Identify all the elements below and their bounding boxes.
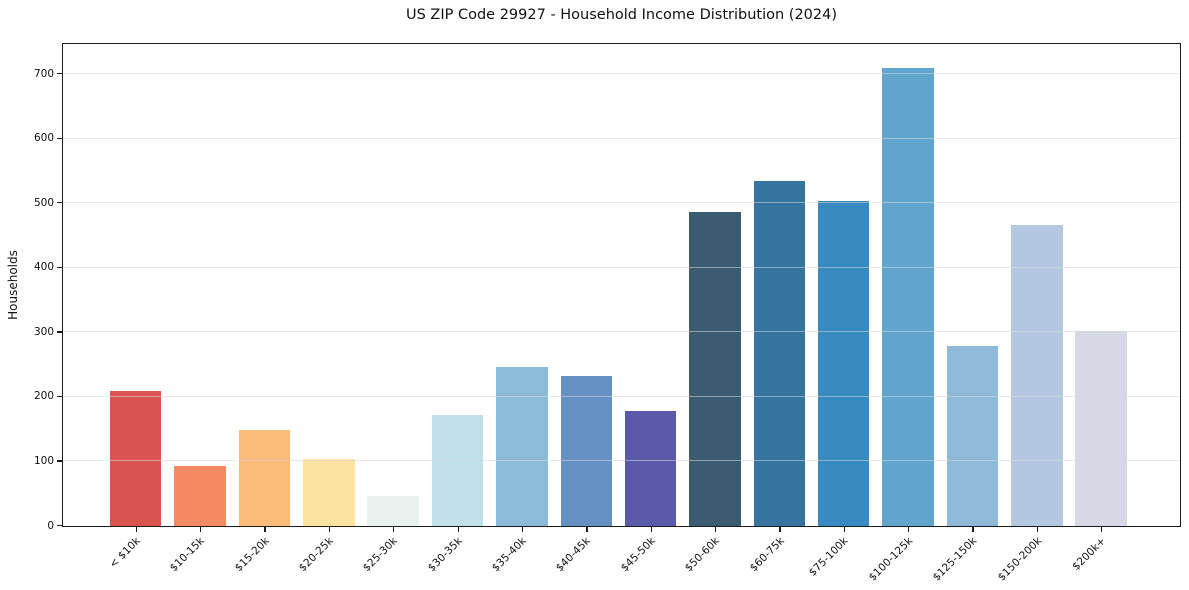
bar-$60-75k xyxy=(753,180,806,526)
xtick-label-$50-60k: $50-60k xyxy=(682,535,722,575)
xtick-mark xyxy=(1036,527,1039,532)
xtick-label-$20-25k: $20-25k xyxy=(296,535,336,575)
gridline-y-600 xyxy=(63,137,1180,139)
xtick-mark xyxy=(328,527,331,532)
ytick-mark xyxy=(57,266,62,269)
xtick-label-$25-30k: $25-30k xyxy=(361,535,401,575)
xtick-label-$10-15k: $10-15k xyxy=(167,535,208,575)
bar-< $10k xyxy=(109,391,162,526)
ytick-mark xyxy=(57,73,62,75)
ytick-label-200: 200 xyxy=(33,390,54,403)
ytick-mark xyxy=(57,395,62,398)
xtick-label-$35-40k: $35-40k xyxy=(489,535,529,575)
bar-$45-50k xyxy=(624,411,677,526)
xtick-label-$40-45k: $40-45k xyxy=(554,535,594,575)
xtick-label-$75-100k: $75-100k xyxy=(806,535,851,579)
xtick-mark xyxy=(264,527,266,532)
xtick-mark xyxy=(586,527,588,532)
xtick-label-$125-150k: $125-150k xyxy=(930,535,980,584)
plot-area xyxy=(62,43,1181,527)
xtick-label-$30-35k: $30-35k xyxy=(425,535,465,575)
ytick-label-600: 600 xyxy=(33,132,54,145)
xtick-mark xyxy=(650,527,652,532)
bar-$50-60k xyxy=(689,212,741,526)
ytick-mark xyxy=(57,460,62,462)
xtick-mark xyxy=(200,527,202,532)
xtick-mark xyxy=(457,527,459,532)
bar-$200k+ xyxy=(1075,331,1127,526)
bar-$20-25k xyxy=(303,458,355,526)
bar-$100-125k xyxy=(882,68,934,526)
bar-$125-150k xyxy=(946,345,999,526)
xtick-mark xyxy=(393,527,395,532)
ytick-mark xyxy=(57,137,62,139)
ytick-mark xyxy=(57,202,62,204)
xtick-label-< $10k: < $10k xyxy=(107,535,143,571)
bar-$75-100k xyxy=(817,200,870,526)
ytick-mark xyxy=(57,525,62,527)
bar-$15-20k xyxy=(238,430,291,526)
bar-$40-45k xyxy=(560,375,612,526)
xtick-mark xyxy=(135,527,138,532)
bar-$25-30k xyxy=(367,496,419,526)
xtick-label-$45-50k: $45-50k xyxy=(618,535,658,575)
gridline-y-700 xyxy=(63,73,1180,75)
xtick-mark xyxy=(1101,527,1103,532)
bar-$10-15k xyxy=(174,465,226,526)
bar-$30-35k xyxy=(431,414,484,526)
xtick-mark xyxy=(714,527,717,532)
xtick-mark xyxy=(779,527,781,532)
ytick-label-300: 300 xyxy=(33,325,54,338)
xtick-mark xyxy=(521,527,524,532)
bar-$35-40k xyxy=(496,367,548,526)
xtick-label-$100-125k: $100-125k xyxy=(866,535,916,584)
gridline-y-200 xyxy=(63,395,1180,397)
ytick-label-400: 400 xyxy=(33,261,54,274)
ytick-label-500: 500 xyxy=(33,196,54,209)
bar-$150-200k xyxy=(1011,225,1063,526)
gridline-y-500 xyxy=(63,202,1180,204)
xtick-mark xyxy=(843,527,845,532)
chart-title: US ZIP Code 29927 - Household Income Dis… xyxy=(405,7,838,23)
ytick-label-100: 100 xyxy=(33,454,54,467)
y-axis-label: Households xyxy=(6,250,20,320)
xtick-label-$200k+: $200k+ xyxy=(1070,535,1109,573)
xtick-mark xyxy=(972,527,974,532)
plot-inner xyxy=(63,44,1180,526)
xtick-label-$60-75k: $60-75k xyxy=(747,535,787,575)
ytick-label-700: 700 xyxy=(33,67,54,80)
xtick-label-$15-20k: $15-20k xyxy=(232,535,272,575)
gridline-y-400 xyxy=(63,266,1180,268)
gridline-y-100 xyxy=(63,460,1180,462)
xtick-mark xyxy=(908,527,910,532)
gridline-y-300 xyxy=(63,331,1180,333)
ytick-label-0: 0 xyxy=(47,519,54,532)
ytick-mark xyxy=(57,331,62,333)
xtick-label-$150-200k: $150-200k xyxy=(995,535,1044,584)
